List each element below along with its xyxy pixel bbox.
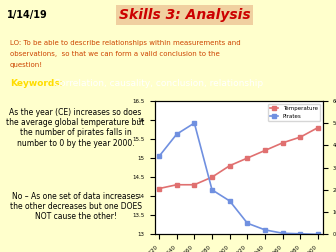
Text: Skills 3: Analysis: Skills 3: Analysis [119,8,251,22]
Pirates [175,133,179,136]
Temperature [298,136,302,139]
Temperature [263,149,267,152]
Pirates [281,232,285,235]
Temperature [192,183,196,186]
Pirates [192,121,196,124]
Temperature [210,176,214,179]
Text: No – As one set of data increases
the other decreases but one DOES
NOT cause the: No – As one set of data increases the ot… [10,192,141,222]
Temperature [157,187,161,190]
Temperature [281,141,285,144]
Text: LO: To be able to describe relationships within measurements and: LO: To be able to describe relationships… [10,40,241,46]
Pirates [298,232,302,235]
Text: As the year (CE) increases so does
the average global temperature but
the number: As the year (CE) increases so does the a… [6,108,145,148]
Pirates [316,233,320,236]
Legend: Temperature, Pirates: Temperature, Pirates [267,104,320,121]
Temperature [175,183,179,186]
Text: Correlation, causality, conclusion, relationship: Correlation, causality, conclusion, rela… [51,79,263,88]
Text: Keywords:: Keywords: [10,79,63,88]
Pirates [263,228,267,231]
Text: question!: question! [10,62,43,68]
Text: observations,  so that we can form a valid conclusion to the: observations, so that we can form a vali… [10,51,220,57]
Text: 1/14/19: 1/14/19 [7,10,47,20]
Line: Pirates: Pirates [157,121,320,236]
Line: Temperature: Temperature [157,126,320,190]
Temperature [228,164,232,167]
Temperature [316,126,320,129]
Pirates [228,200,232,203]
Temperature [245,156,249,160]
Pirates [210,188,214,191]
Pirates [157,155,161,158]
Pirates [245,222,249,225]
